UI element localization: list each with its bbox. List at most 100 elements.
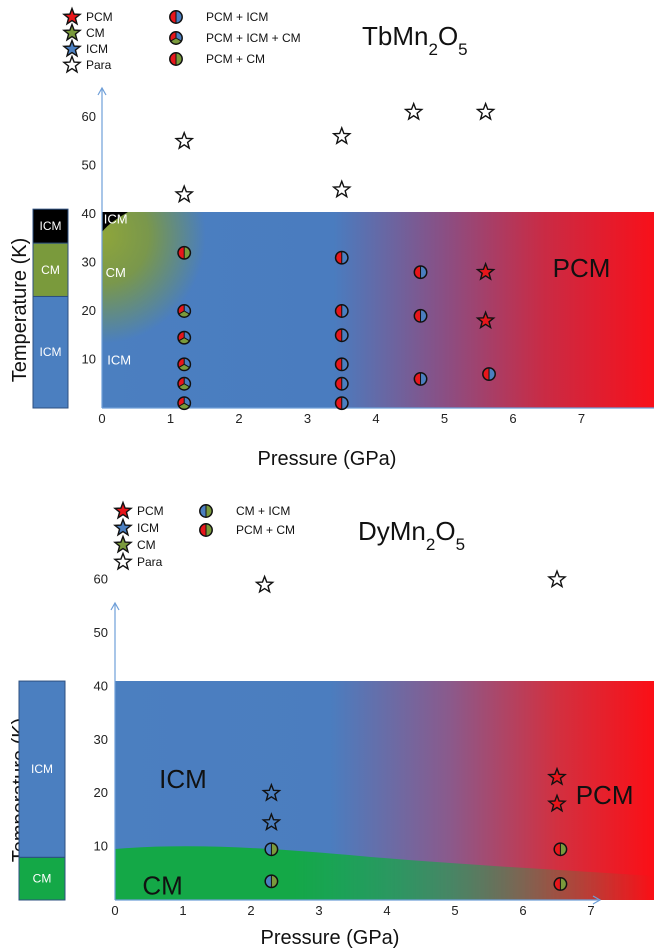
- legend-label: PCM + CM: [206, 52, 265, 66]
- x-tick-label: 5: [451, 903, 458, 918]
- x-tick-label: 3: [315, 903, 322, 918]
- chart-title: TbMn2O5: [362, 21, 468, 59]
- x-tick-label: 0: [98, 411, 105, 426]
- x-tick-label: 2: [247, 903, 254, 918]
- x-tick-label: 4: [383, 903, 390, 918]
- y-tick-label: 10: [82, 352, 96, 367]
- legend-label: PCM + ICM + CM: [206, 31, 301, 45]
- data-point-star-icm: [261, 812, 282, 832]
- legend-star-icon: [62, 38, 82, 58]
- legend-label: PCM: [86, 10, 113, 24]
- data-point-pcm-icm-cm: [177, 304, 192, 318]
- x-tick-label: 3: [304, 411, 311, 426]
- data-point-star-para: [174, 130, 195, 150]
- x-axis-title: Pressure (GPa): [261, 927, 400, 949]
- region-label: CM: [106, 265, 126, 280]
- legend-star-icon: [113, 534, 133, 554]
- legend-star-icon: [62, 54, 82, 74]
- legend-star-icon: [62, 6, 82, 26]
- legend-circle-icon: [199, 504, 213, 518]
- legend-label: ICM: [86, 42, 108, 56]
- legend-label: CM + ICM: [236, 504, 290, 518]
- data-point-pcm-icm-cm: [177, 376, 192, 391]
- y-tick-label: 60: [94, 572, 108, 587]
- data-point-pcm-cm: [553, 842, 568, 857]
- ambient-bar-label: ICM: [31, 762, 53, 776]
- x-tick-label: 7: [587, 903, 594, 918]
- y-tick-label: 30: [94, 732, 108, 747]
- legend: PCM CM ICM Para PCM + ICM PCM + ICM + CM PCM +…: [62, 6, 301, 74]
- data-point-star-icm: [261, 782, 282, 802]
- data-point-star-para: [331, 125, 352, 145]
- y-tick-label: 20: [82, 303, 96, 318]
- data-point-pcm-icm: [413, 371, 428, 386]
- legend-star-icon: [113, 551, 133, 571]
- y-tick-label: 10: [94, 839, 108, 854]
- x-tick-label: 0: [111, 903, 118, 918]
- region-label: PCM: [553, 253, 611, 283]
- data-point-pcm-icm: [334, 376, 349, 391]
- y-axis-title: Temperature (K): [9, 238, 31, 383]
- legend-label: Para: [137, 555, 163, 569]
- ambient-bar-segment: [18, 856, 66, 901]
- dy-phase-region-background: [115, 681, 654, 900]
- y-tick-label: 20: [94, 785, 108, 800]
- data-point-pcm-cm: [553, 877, 568, 891]
- y-axis-arrow: [110, 601, 120, 611]
- data-point-pcm-icm: [334, 250, 349, 265]
- region-label: PCM: [576, 780, 634, 810]
- data-point-cm-icm: [264, 874, 279, 889]
- data-point-star-para: [174, 184, 195, 204]
- data-point-pcm-icm-cm: [177, 396, 192, 411]
- data-point-star-para: [331, 179, 352, 199]
- y-tick-label: 30: [82, 255, 96, 270]
- legend-star-icon: [62, 22, 82, 42]
- data-point-star-para: [547, 569, 567, 589]
- region-label: ICM: [159, 764, 207, 794]
- region-label: ICM: [107, 352, 131, 367]
- ambient-bar-label: CM: [41, 263, 60, 277]
- legend-circle-icon: [169, 31, 183, 45]
- legend-label: CM: [86, 26, 105, 40]
- legend-circle-icon: [169, 10, 183, 24]
- data-point-cm-icm: [264, 842, 279, 857]
- data-point-star-para: [403, 101, 424, 121]
- data-point-pcm-icm: [334, 328, 349, 343]
- ambient-bar-label: ICM: [40, 345, 62, 359]
- data-point-pcm-icm: [482, 367, 496, 381]
- data-point-star-pcm: [475, 261, 496, 281]
- region-label: ICM: [104, 212, 128, 227]
- data-point-star-pcm: [547, 793, 567, 813]
- legend-circle-icon: [169, 52, 183, 66]
- data-point-star-pcm: [547, 766, 567, 786]
- data-point-pcm-icm: [413, 265, 428, 280]
- data-point-pcm-cm: [177, 245, 192, 260]
- data-point-pcm-icm: [334, 357, 349, 372]
- legend-star-icon: [113, 500, 133, 520]
- legend-label: CM: [137, 538, 156, 552]
- legend-label: Para: [86, 58, 112, 72]
- y-tick-label: 60: [82, 109, 96, 124]
- x-tick-label: 1: [179, 903, 186, 918]
- legend: PCM ICM CM Para CM + ICM PCM + CM: [113, 500, 295, 571]
- x-tick-label: 6: [519, 903, 526, 918]
- ambient-bar-segment: [32, 295, 69, 409]
- ambient-bar-segment: [18, 680, 66, 858]
- data-point-star-para: [254, 574, 275, 594]
- x-tick-label: 4: [372, 411, 379, 426]
- data-point-star-pcm: [475, 310, 496, 330]
- ambient-phase-bar: ICM CM ICM: [32, 208, 69, 409]
- y-tick-label: 40: [94, 678, 108, 693]
- x-axis-arrow: [592, 895, 602, 905]
- x-tick-label: 2: [235, 411, 242, 426]
- y-tick-label: 50: [82, 158, 96, 173]
- ambient-phase-bar: CM ICM: [18, 680, 66, 901]
- ambient-bar-label: ICM: [40, 219, 62, 233]
- chart-title: DyMn2O5: [358, 516, 465, 554]
- y-axis-arrow: [97, 86, 107, 96]
- legend-label: ICM: [137, 521, 159, 535]
- legend-star-icon: [113, 517, 133, 537]
- data-point-pcm-icm-cm: [177, 330, 192, 345]
